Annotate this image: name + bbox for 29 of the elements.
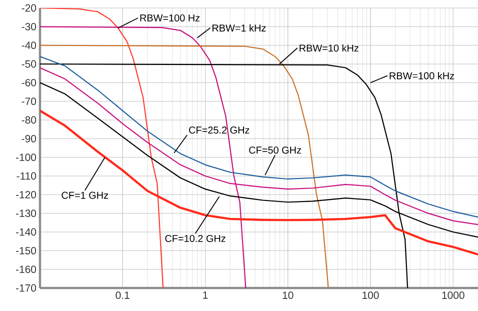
y-tick-label: -150 <box>16 246 36 254</box>
annotation: CF=25.2 GHz <box>189 126 250 134</box>
y-tick-label: -20 <box>22 4 36 12</box>
y-tick-label: -170 <box>16 284 36 292</box>
y-tick-label: -100 <box>16 154 36 162</box>
annotation: RBW=100 Hz <box>140 14 200 22</box>
y-tick-label: -130 <box>16 210 36 218</box>
x-tick-label: 1 <box>203 292 208 299</box>
x-tick-label: 1000 <box>442 292 464 299</box>
y-tick-label: -120 <box>16 190 36 198</box>
x-tick-label: 100 <box>362 292 379 299</box>
y-tick-label: -30 <box>22 22 36 30</box>
y-tick-label: -60 <box>22 78 36 86</box>
y-tick-label: -160 <box>16 266 36 274</box>
y-tick-label: -70 <box>22 98 36 106</box>
y-tick-label: -90 <box>22 134 36 142</box>
y-tick-label: -80 <box>22 116 36 124</box>
annotation: RBW=1 kHz <box>212 24 266 32</box>
annotation: CF=50 GHz <box>249 146 302 154</box>
y-tick-label: -40 <box>22 42 36 50</box>
x-tick-label: 0.1 <box>116 292 130 299</box>
y-tick-label: -110 <box>16 172 36 180</box>
annotation: RBW=10 kHz <box>300 44 358 52</box>
annotation: RBW=100 kHz <box>390 72 454 80</box>
y-tick-label: -50 <box>22 60 36 68</box>
annotation: CF=1 GHz <box>62 192 108 199</box>
x-tick-label: 10 <box>282 292 294 299</box>
y-tick-label: -140 <box>16 228 36 236</box>
annotation: CF=10.2 GHz <box>165 234 226 242</box>
